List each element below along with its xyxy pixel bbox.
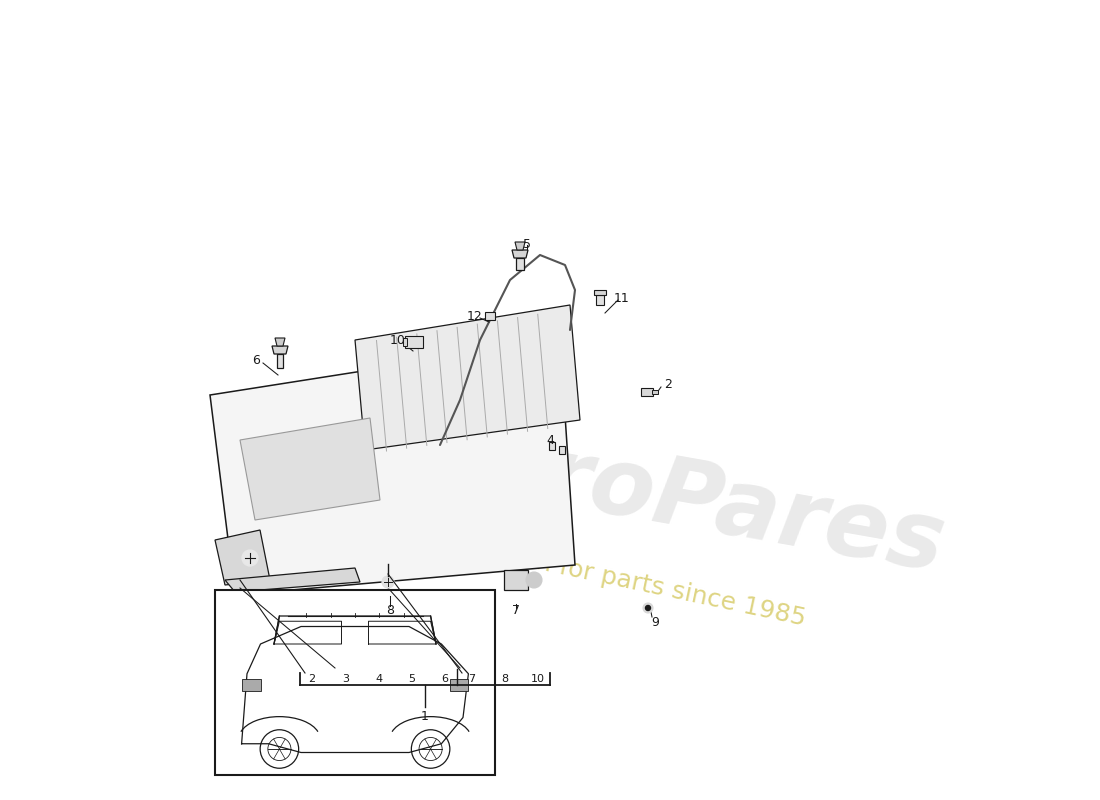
Polygon shape — [485, 312, 495, 320]
Text: 4: 4 — [546, 434, 554, 446]
Text: 8: 8 — [502, 674, 508, 684]
Text: 8: 8 — [386, 603, 394, 617]
Polygon shape — [594, 290, 606, 295]
Text: 3: 3 — [342, 674, 349, 684]
Text: 5: 5 — [408, 674, 416, 684]
Polygon shape — [226, 568, 360, 592]
Text: 9: 9 — [651, 615, 659, 629]
Text: 6: 6 — [441, 674, 449, 684]
Polygon shape — [596, 295, 604, 305]
Polygon shape — [214, 530, 270, 585]
Polygon shape — [403, 338, 407, 346]
Circle shape — [644, 603, 653, 613]
Text: 6: 6 — [252, 354, 260, 366]
Polygon shape — [515, 242, 525, 250]
Circle shape — [382, 576, 394, 588]
Text: 12: 12 — [468, 310, 483, 322]
Polygon shape — [240, 418, 380, 520]
Polygon shape — [559, 446, 565, 454]
Text: 10: 10 — [390, 334, 406, 346]
Polygon shape — [405, 336, 424, 348]
Polygon shape — [355, 305, 580, 450]
Polygon shape — [641, 388, 653, 396]
Polygon shape — [450, 679, 469, 691]
Circle shape — [242, 550, 258, 566]
Polygon shape — [516, 258, 524, 270]
Polygon shape — [242, 679, 261, 691]
Text: 4: 4 — [375, 674, 382, 684]
Text: 2: 2 — [308, 674, 316, 684]
Text: 7: 7 — [469, 674, 475, 684]
Text: euroPares: euroPares — [408, 408, 953, 592]
Text: 1: 1 — [421, 710, 429, 723]
Polygon shape — [549, 442, 556, 450]
Circle shape — [526, 572, 542, 588]
Text: 11: 11 — [614, 291, 630, 305]
Text: 2: 2 — [664, 378, 672, 390]
Polygon shape — [512, 250, 528, 258]
Polygon shape — [272, 346, 288, 354]
Text: 5: 5 — [522, 238, 531, 251]
Text: 7: 7 — [512, 603, 520, 617]
Polygon shape — [275, 338, 285, 346]
Polygon shape — [504, 570, 528, 590]
Polygon shape — [210, 340, 575, 595]
Polygon shape — [652, 390, 658, 394]
Polygon shape — [277, 354, 283, 368]
Text: 10: 10 — [531, 674, 544, 684]
Text: a passion for parts since 1985: a passion for parts since 1985 — [432, 529, 807, 631]
Circle shape — [646, 606, 650, 610]
Bar — [214, 590, 495, 775]
